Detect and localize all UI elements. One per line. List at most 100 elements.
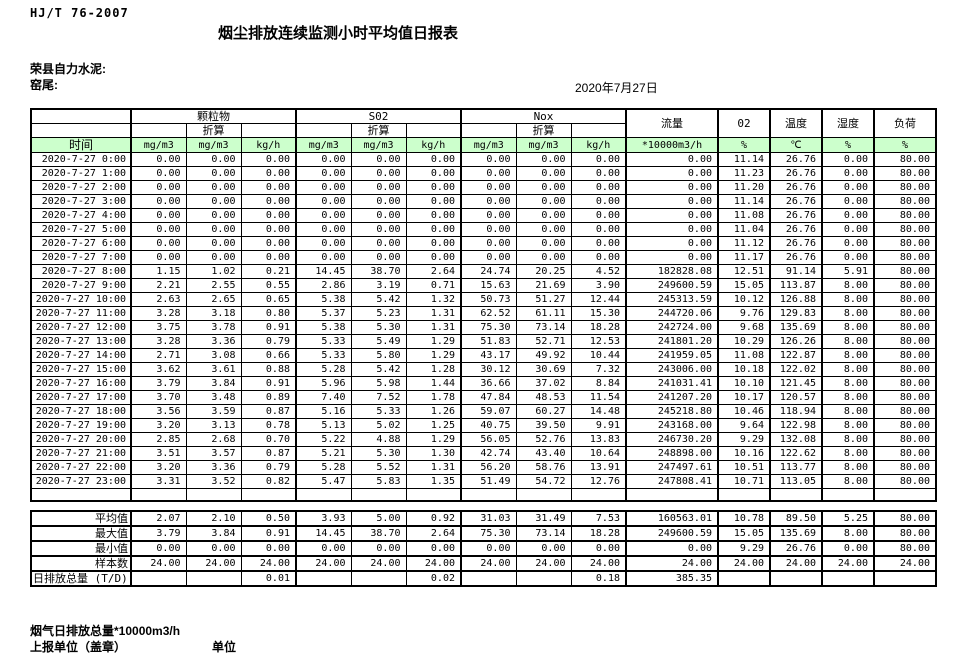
value-cell: 0.00: [460, 208, 517, 223]
summary-value-cell: 18.28: [570, 524, 627, 542]
value-cell: 37.02: [515, 376, 572, 391]
value-cell: 0.00: [515, 250, 572, 265]
unit-cell: kg/h: [405, 137, 462, 153]
summary-value-cell: 26.76: [769, 539, 823, 557]
value-cell: 26.76: [769, 236, 823, 251]
summary-value-cell: 24.00: [460, 554, 517, 572]
value-cell: 3.36: [185, 460, 242, 475]
value-cell: 0.91: [240, 376, 297, 391]
value-cell: 11.14: [717, 152, 771, 167]
value-cell: 1.32: [405, 292, 462, 307]
value-cell: 0.88: [240, 362, 297, 377]
value-cell: 0.00: [570, 208, 627, 223]
value-cell: 11.04: [717, 222, 771, 237]
value-cell: 26.76: [769, 250, 823, 265]
value-cell: 0.00: [625, 236, 719, 251]
value-cell: 3.36: [185, 334, 242, 349]
value-cell: 3.84: [185, 376, 242, 391]
value-cell: 48.53: [515, 390, 572, 405]
value-cell: 73.14: [515, 320, 572, 335]
summary-value-cell: 75.30: [460, 524, 517, 542]
value-cell: 10.46: [717, 404, 771, 419]
empty-cell: [460, 488, 517, 501]
value-cell: 3.59: [185, 404, 242, 419]
value-cell: 13.83: [570, 432, 627, 447]
value-cell: 0.00: [130, 166, 187, 181]
time-cell: 2020-7-27 0:00: [30, 152, 132, 167]
value-cell: 0.00: [405, 250, 462, 265]
table-row: 2020-7-27 17:00 3.70 3.48 0.89 7.40 7.52 1.78 4…: [30, 390, 937, 405]
value-cell: 0.00: [460, 152, 517, 167]
value-cell: 1.31: [405, 460, 462, 475]
value-cell: 3.52: [185, 474, 242, 489]
value-cell: 3.78: [185, 320, 242, 335]
value-cell: 0.55: [240, 278, 297, 293]
summary-value-cell: 0.91: [240, 524, 297, 542]
value-cell: 12.44: [570, 292, 627, 307]
value-cell: 10.17: [717, 390, 771, 405]
value-cell: 5.23: [350, 306, 407, 321]
value-cell: 120.57: [769, 390, 823, 405]
time-cell: 2020-7-27 21:00: [30, 446, 132, 461]
summary-value-cell: [873, 569, 937, 587]
value-cell: 9.29: [717, 432, 771, 447]
header-spacer: [240, 123, 297, 138]
value-cell: 80.00: [873, 306, 937, 321]
value-cell: 121.45: [769, 376, 823, 391]
value-cell: 20.25: [515, 264, 572, 279]
summary-value-cell: 80.00: [873, 539, 937, 557]
summary-row: 日排放总量 (T/D) 0.01 0.02 0.18 385.35: [30, 569, 937, 587]
value-cell: 5.16: [295, 404, 352, 419]
time-cell: 2020-7-27 1:00: [30, 166, 132, 181]
value-cell: 5.38: [295, 292, 352, 307]
summary-value-cell: [185, 569, 242, 587]
empty-cell: [185, 488, 242, 501]
summary-value-cell: 73.14: [515, 524, 572, 542]
value-cell: 0.00: [350, 222, 407, 237]
unit-cell: mg/m3: [295, 137, 352, 153]
value-cell: 51.27: [515, 292, 572, 307]
value-cell: 7.32: [570, 362, 627, 377]
summary-label: 样本数: [30, 554, 132, 572]
value-cell: 0.00: [295, 250, 352, 265]
value-cell: 122.02: [769, 362, 823, 377]
header-pm-converted: 折算: [185, 123, 242, 138]
summary-value-cell: 8.00: [821, 524, 875, 542]
value-cell: 1.15: [130, 264, 187, 279]
value-cell: 36.66: [460, 376, 517, 391]
value-cell: 5.02: [350, 418, 407, 433]
table-row: 2020-7-27 1:00 0.00 0.00 0.00 0.00 0.00 0.00 0.…: [30, 166, 937, 181]
value-cell: 14.45: [295, 264, 352, 279]
summary-row: 最小值 0.00 0.00 0.00 0.00 0.00 0.00 0.00 0.00 0.00 0…: [30, 539, 937, 557]
time-cell: 2020-7-27 20:00: [30, 432, 132, 447]
header-spacer: [405, 123, 462, 138]
report-table-area: 颗粒物 S02 Nox 流量 02 温度 湿度 负荷 折算 折算: [30, 108, 937, 587]
table-row: 2020-7-27 11:00 3.28 3.18 0.80 5.37 5.23 1.31 6…: [30, 306, 937, 321]
value-cell: 5.33: [350, 404, 407, 419]
value-cell: 61.11: [515, 306, 572, 321]
value-cell: 30.12: [460, 362, 517, 377]
reporting-unit-label: 上报单位（盖章）: [30, 640, 127, 654]
value-cell: 8.00: [821, 320, 875, 335]
value-cell: 8.00: [821, 348, 875, 363]
value-cell: 243168.00: [625, 418, 719, 433]
value-cell: 80.00: [873, 250, 937, 265]
value-cell: 1.29: [405, 348, 462, 363]
table-row: 2020-7-27 14:00 2.71 3.08 0.66 5.33 5.80 1.29 4…: [30, 348, 937, 363]
summary-value-cell: 0.00: [821, 539, 875, 557]
flow-total-note: 烟气日排放总量*10000m3/h: [30, 624, 181, 638]
value-cell: 13.91: [570, 460, 627, 475]
header-temperature: 温度: [769, 108, 823, 138]
summary-value-cell: 0.02: [405, 569, 462, 587]
value-cell: 0.00: [570, 222, 627, 237]
value-cell: 11.54: [570, 390, 627, 405]
value-cell: 5.96: [295, 376, 352, 391]
value-cell: 0.71: [405, 278, 462, 293]
summary-value-cell: 10.78: [717, 509, 771, 527]
summary-table: 平均值 2.07 2.10 0.50 3.93 5.00 0.92 31.03 31.49 7.5…: [30, 509, 937, 587]
value-cell: 3.48: [185, 390, 242, 405]
value-cell: 0.00: [625, 180, 719, 195]
value-cell: 5.52: [350, 460, 407, 475]
value-cell: 5.80: [350, 348, 407, 363]
value-cell: 247497.61: [625, 460, 719, 475]
